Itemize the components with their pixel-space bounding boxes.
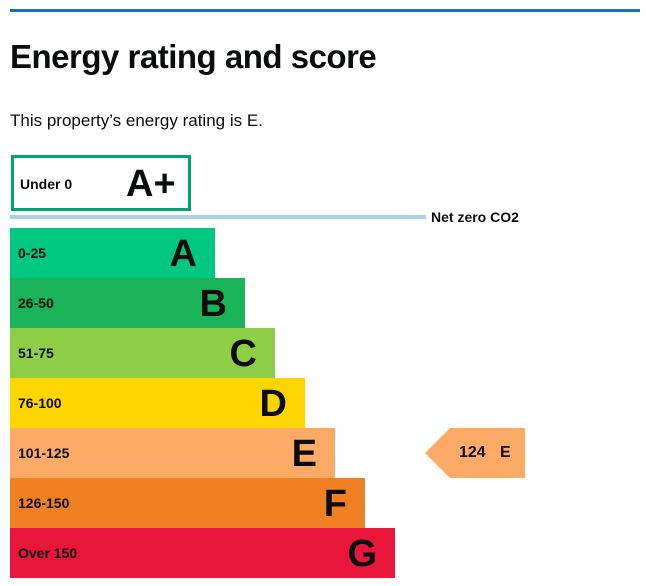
band-a-plus-range: Under 0	[20, 176, 73, 192]
band-b-letter: B	[199, 283, 227, 325]
band-b-range: 26-50	[18, 295, 54, 311]
top-rule	[10, 9, 640, 12]
band-a: 0-25 A	[10, 228, 215, 278]
band-c-range: 51-75	[18, 345, 54, 361]
band-a-range: 0-25	[18, 245, 47, 261]
current-rating-marker: 124 E	[425, 428, 525, 478]
band-a-plus: Under 0 A+	[11, 155, 191, 211]
current-score: 124	[459, 444, 486, 461]
net-zero-line	[10, 215, 426, 219]
band-d-letter: D	[259, 383, 287, 425]
band-g-letter: G	[347, 533, 377, 575]
page-heading: Energy rating and score	[10, 38, 377, 75]
band-g-range: Over 150	[18, 545, 78, 561]
band-g: Over 150 G	[10, 528, 395, 578]
band-f-range: 126-150	[18, 495, 70, 511]
band-d-range: 76-100	[18, 395, 62, 411]
band-a-plus-letter: A+	[126, 163, 176, 205]
band-c: 51-75 C	[10, 328, 275, 378]
band-e: 101-125 E	[10, 428, 335, 478]
rating-summary: This property’s energy rating is E.	[10, 111, 263, 130]
band-d: 76-100 D	[10, 378, 305, 428]
band-e-range: 101-125	[18, 445, 70, 461]
current-letter: E	[500, 444, 511, 461]
net-zero-label: Net zero CO2	[431, 209, 519, 225]
band-f: 126-150 F	[10, 478, 365, 528]
band-a-letter: A	[169, 233, 197, 275]
band-b: 26-50 B	[10, 278, 245, 328]
band-e-letter: E	[291, 433, 317, 475]
band-f-letter: F	[323, 483, 347, 525]
band-c-letter: C	[229, 333, 257, 375]
